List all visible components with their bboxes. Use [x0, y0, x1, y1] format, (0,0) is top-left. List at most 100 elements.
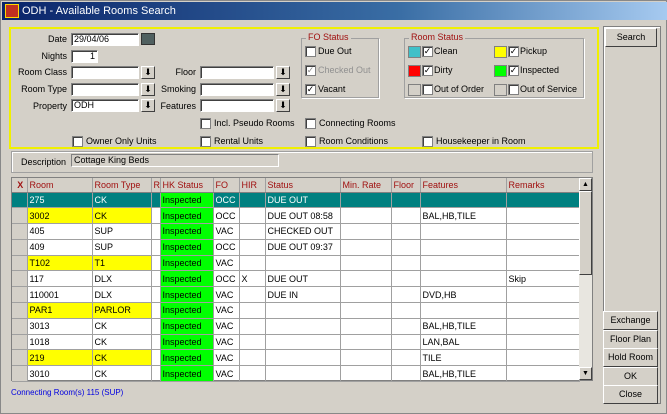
cell-fo[interactable]: VAC — [213, 318, 240, 335]
out-of-order-checkbox[interactable] — [422, 84, 433, 95]
search-button[interactable]: Search — [605, 28, 657, 47]
cell-rate[interactable] — [340, 207, 392, 225]
cell-fo[interactable]: VAC — [213, 223, 240, 240]
cell-type[interactable]: CK — [92, 365, 152, 383]
close-button[interactable]: Close — [603, 385, 658, 404]
cell-fo[interactable]: OCC — [213, 192, 240, 209]
cell-r[interactable] — [151, 302, 161, 319]
room-class-input[interactable] — [71, 66, 139, 79]
property-input[interactable]: ODH — [71, 99, 139, 112]
smoking-input[interactable] — [200, 83, 274, 96]
cell-floor[interactable] — [391, 207, 421, 225]
pickup-checkbox[interactable]: ✓ — [508, 46, 519, 57]
cell-floor[interactable] — [391, 302, 421, 319]
cell-type[interactable]: SUP — [92, 223, 152, 240]
cell-features[interactable] — [420, 223, 507, 240]
cell-fo[interactable]: VAC — [213, 286, 240, 304]
rental-units-checkbox[interactable] — [200, 136, 211, 147]
column-header-status[interactable]: Status — [265, 178, 341, 193]
cell-remarks[interactable] — [506, 192, 580, 209]
cell-room[interactable]: 3013 — [27, 318, 93, 335]
cell-type[interactable]: DLX — [92, 286, 152, 304]
table-row[interactable]: 110001 DLX Inspected VAC DUE IN DVD,HB — [12, 286, 580, 304]
cell-r[interactable] — [151, 223, 161, 240]
clean-checkbox[interactable]: ✓ — [422, 46, 433, 57]
cell-type[interactable]: SUP — [92, 239, 152, 256]
cell-remarks[interactable] — [506, 318, 580, 335]
room-type-input[interactable] — [71, 83, 139, 96]
cell-floor[interactable] — [391, 318, 421, 335]
table-row[interactable]: 3002 CK Inspected OCC DUE OUT 08:58 BAL,HB,TI… — [12, 207, 580, 225]
cell-features[interactable]: BAL,HB,TILE — [420, 365, 507, 383]
cell-status[interactable] — [265, 349, 341, 367]
cell-fo[interactable]: VAC — [213, 302, 240, 319]
due-out-checkbox[interactable] — [305, 46, 316, 57]
cell-remarks[interactable] — [506, 223, 580, 240]
cell-room[interactable]: 409 — [27, 239, 93, 256]
room-conditions-checkbox[interactable] — [305, 136, 316, 147]
cell-status[interactable] — [265, 255, 341, 272]
row-selector[interactable] — [12, 286, 28, 304]
cell-remarks[interactable] — [506, 365, 580, 383]
cell-rate[interactable] — [340, 255, 392, 272]
cell-rate[interactable] — [340, 270, 392, 288]
scroll-up-icon[interactable]: ▲ — [579, 178, 592, 191]
cell-rate[interactable] — [340, 192, 392, 209]
owner-only-checkbox[interactable] — [72, 136, 83, 147]
cell-type[interactable]: CK — [92, 318, 152, 335]
date-input[interactable]: 29/04/06 — [71, 33, 139, 46]
cell-room[interactable]: 117 — [27, 270, 93, 288]
cell-type[interactable]: CK — [92, 192, 152, 209]
cell-floor[interactable] — [391, 365, 421, 383]
features-input[interactable] — [200, 99, 274, 112]
cell-features[interactable] — [420, 270, 507, 288]
column-header-hir[interactable]: HIR — [239, 178, 266, 193]
table-row[interactable]: T102 T1 Inspected VAC — [12, 255, 580, 272]
cell-fo[interactable]: OCC — [213, 207, 240, 225]
cell-hir[interactable] — [239, 318, 266, 335]
floor-input[interactable] — [200, 66, 274, 79]
table-row[interactable]: 1018 CK Inspected VAC LAN,BAL — [12, 334, 580, 351]
cell-r[interactable] — [151, 255, 161, 272]
cell-hir[interactable] — [239, 334, 266, 351]
table-row[interactable]: 219 CK Inspected VAC TILE — [12, 349, 580, 367]
cell-status[interactable]: DUE IN — [265, 286, 341, 304]
row-selector[interactable] — [12, 365, 28, 383]
cell-floor[interactable] — [391, 255, 421, 272]
cell-floor[interactable] — [391, 334, 421, 351]
cell-r[interactable] — [151, 207, 161, 225]
cell-remarks[interactable] — [506, 349, 580, 367]
cell-features[interactable] — [420, 192, 507, 209]
cell-r[interactable] — [151, 270, 161, 288]
property-dropdown-icon[interactable]: ⬇ — [141, 99, 155, 112]
dirty-checkbox[interactable]: ✓ — [422, 65, 433, 76]
exchange-button[interactable]: Exchange — [603, 311, 658, 330]
cell-remarks[interactable] — [506, 207, 580, 225]
cell-hk[interactable]: Inspected — [160, 270, 214, 288]
cell-status[interactable]: DUE OUT 08:58 — [265, 207, 341, 225]
vacant-checkbox[interactable]: ✓ — [305, 84, 316, 95]
cell-hir[interactable] — [239, 255, 266, 272]
cell-features[interactable] — [420, 255, 507, 272]
ok-button[interactable]: OK — [603, 367, 658, 386]
cell-room[interactable]: 3010 — [27, 365, 93, 383]
cell-r[interactable] — [151, 334, 161, 351]
cell-fo[interactable]: VAC — [213, 365, 240, 383]
cell-remarks[interactable] — [506, 239, 580, 256]
grid-scrollbar[interactable]: ▲ ▼ — [579, 178, 592, 380]
cell-features[interactable]: DVD,HB — [420, 286, 507, 304]
features-dropdown-icon[interactable]: ⬇ — [276, 99, 290, 112]
row-selector[interactable] — [12, 270, 28, 288]
cell-floor[interactable] — [391, 286, 421, 304]
cell-hk[interactable]: Inspected — [160, 223, 214, 240]
cell-room[interactable]: PAR1 — [27, 302, 93, 319]
cell-floor[interactable] — [391, 349, 421, 367]
cell-hir[interactable] — [239, 223, 266, 240]
cell-floor[interactable] — [391, 223, 421, 240]
housekeeper-checkbox[interactable] — [422, 136, 433, 147]
cell-r[interactable] — [151, 286, 161, 304]
cell-features[interactable]: BAL,HB,TILE — [420, 207, 507, 225]
scroll-thumb[interactable] — [579, 191, 592, 275]
cell-fo[interactable]: OCC — [213, 270, 240, 288]
table-row[interactable]: 3013 CK Inspected VAC BAL,HB,TILE — [12, 318, 580, 335]
